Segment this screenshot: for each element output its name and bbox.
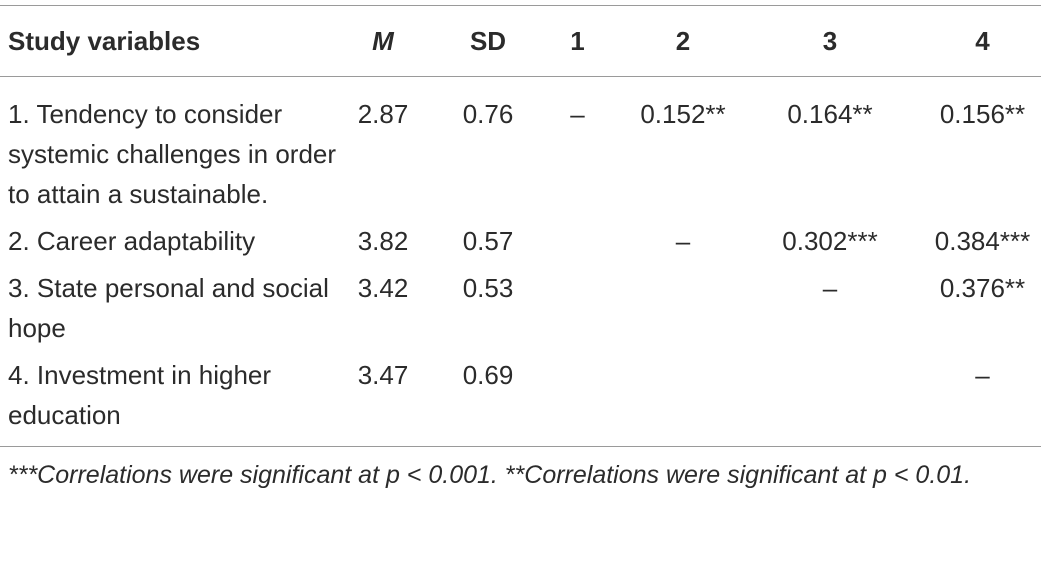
table-cell: – — [570, 99, 585, 129]
header-cell: SD — [421, 5, 555, 77]
table-cell: 0.69 — [421, 351, 555, 447]
table-cell: 0.376** — [939, 273, 1026, 303]
table-cell: 0.53 — [462, 273, 514, 303]
header-cell: 3 — [766, 5, 894, 77]
table-cell: 0.57 — [462, 226, 514, 256]
table-cell: 3. State personal and social hope — [8, 273, 329, 343]
table-row: 2. Career adaptability 3.82 0.57 – 0.302*** 0… — [0, 217, 1041, 264]
table-cell — [555, 264, 600, 351]
table-cell: 3.42 — [357, 273, 409, 303]
table-cell: 0.76 — [462, 99, 514, 129]
header-cell: M — [345, 5, 421, 77]
table-cell: 2. Career adaptability — [8, 226, 256, 256]
table-body: 1. Tendency to consider systemic challen… — [0, 77, 1041, 447]
data-table: Study variables M SD 1 2 3 4 1. Tendency to co… — [0, 5, 1041, 447]
table-cell: 3.82 — [357, 226, 409, 256]
table-cell: 0.156** — [939, 99, 1026, 129]
table-cell: 0.302*** — [782, 226, 878, 256]
table-cell — [766, 351, 894, 447]
table-cell: 0.152** — [640, 99, 726, 129]
table-cell: 4. Investment in higher education — [0, 351, 345, 447]
table-cell: 0.384*** — [934, 226, 1031, 256]
header-cell: 2 — [600, 5, 766, 77]
page: Study variables M SD 1 2 3 4 1. Tendency to co… — [0, 5, 1041, 578]
table-row: 1. Tendency to consider systemic challen… — [0, 77, 1041, 218]
table-row: 3. State personal and social hope 3.42 0.5… — [0, 264, 1041, 351]
table-cell: – — [675, 226, 691, 256]
table-cell: 0.164** — [787, 99, 873, 129]
table-row: 4. Investment in higher education 3.47 0.6… — [0, 351, 1041, 447]
header-row: Study variables M SD 1 2 3 4 — [0, 5, 1041, 77]
table-cell — [555, 351, 600, 447]
table-cell — [555, 217, 600, 264]
table-cell: 3.47 — [345, 351, 421, 447]
table-cell: 2.87 — [357, 99, 409, 129]
header-cell: 1 — [555, 5, 600, 77]
footnote: ***Correlations were significant at p < … — [8, 461, 972, 489]
header-cell: 4 — [894, 5, 1041, 77]
table-cell: – — [894, 351, 1041, 447]
table-cell: 1. Tendency to consider systemic challen… — [8, 99, 337, 209]
table-cell — [600, 264, 766, 351]
table-cell: – — [822, 273, 838, 303]
table-cell — [600, 351, 766, 447]
header-cell: Study variables — [0, 5, 345, 77]
